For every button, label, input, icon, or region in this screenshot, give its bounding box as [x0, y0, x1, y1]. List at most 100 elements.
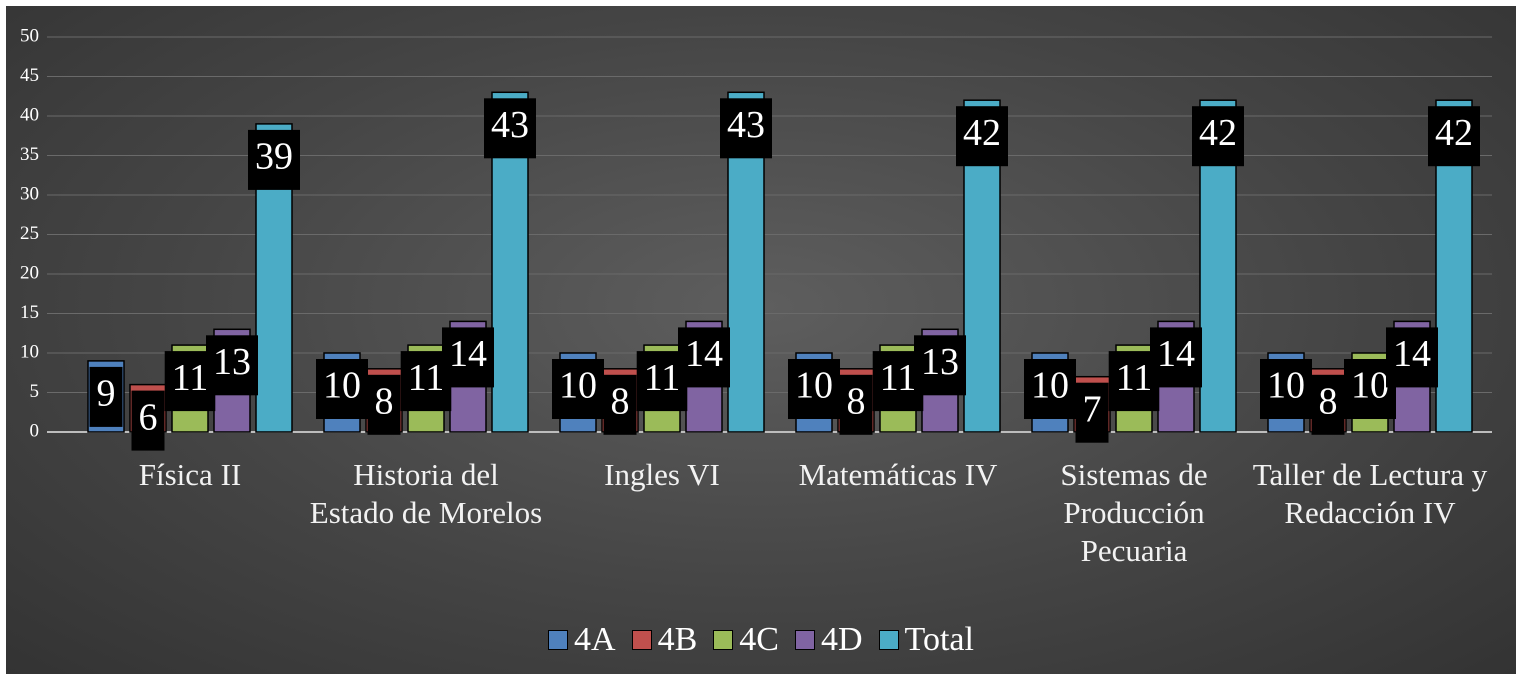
chart: 0 5 10 15 20 25 30 35 40 45 50 9 6 11 13 39 10 8 11 14 43 10 8…: [6, 6, 1516, 674]
data-label-box: [367, 374, 401, 435]
data-label: 14: [1386, 327, 1438, 388]
data-label-text: 11: [172, 357, 209, 399]
data-label-text: 10: [559, 365, 597, 407]
data-label-box: [914, 335, 966, 396]
legend-item: 4B: [631, 621, 698, 659]
y-tick-label: 25: [20, 223, 39, 244]
data-label-text: 10: [795, 365, 833, 407]
data-label: 43: [720, 98, 772, 159]
y-tick-label: 10: [20, 341, 39, 362]
data-label-text: 10: [1031, 365, 1069, 407]
legend-item: Total: [878, 621, 974, 659]
data-label-box: [839, 374, 873, 435]
data-label-text: 39: [255, 136, 293, 178]
data-label-box: [720, 98, 772, 159]
x-tick-label: Sistemas de Producción Pecuaria: [1060, 457, 1208, 568]
data-label-box: [1150, 327, 1202, 388]
legend-label: Total: [904, 621, 974, 658]
data-label-box: [1024, 359, 1076, 419]
data-label: 14: [1150, 327, 1202, 388]
data-label-text: 42: [963, 112, 1001, 154]
data-label-text: 14: [685, 333, 723, 375]
data-label: 10: [1024, 359, 1076, 419]
data-label-text: 9: [97, 373, 116, 415]
y-tick-label: 40: [20, 104, 39, 125]
y-tick-label: 20: [20, 262, 39, 283]
data-label: 8: [1311, 374, 1345, 435]
data-label-box: [206, 335, 258, 396]
data-label-text: 13: [213, 341, 251, 383]
data-label-text: 8: [375, 381, 394, 423]
legend-swatch: [548, 630, 569, 650]
data-label: 42: [956, 106, 1008, 167]
y-tick-label: 15: [20, 302, 39, 323]
data-label: 8: [839, 374, 873, 435]
data-label-box: [788, 359, 840, 419]
y-tick-label: 50: [20, 25, 39, 46]
data-label-text: 14: [1157, 333, 1195, 375]
data-label: 8: [367, 374, 401, 435]
y-tick-label: 45: [20, 65, 39, 86]
data-label: 42: [1192, 106, 1244, 167]
data-label-box: [1386, 327, 1438, 388]
data-label-text: 11: [644, 357, 681, 399]
y-tick-label: 5: [30, 381, 40, 402]
legend-swatch: [631, 630, 652, 650]
data-label-text: 8: [847, 381, 866, 423]
legend-item: 4A: [548, 621, 616, 659]
data-label: 8: [603, 374, 637, 435]
x-tick-label: Física II: [138, 457, 242, 492]
data-label-text: 13: [921, 341, 959, 383]
data-label-box: [1192, 106, 1244, 167]
x-tick-label: Ingles VI: [604, 457, 720, 492]
legend-swatch: [713, 630, 734, 650]
x-tick-label: Taller de Lectura y Redacción IV: [1252, 457, 1488, 530]
data-label-box: [603, 374, 637, 435]
legend: 4A 4B 4C 4D Total: [6, 621, 1516, 659]
data-label-box: [442, 327, 494, 388]
y-tick-label: 30: [20, 183, 39, 204]
data-label: 10: [552, 359, 604, 419]
legend-item: 4C: [713, 621, 779, 659]
data-label-box: [89, 366, 123, 427]
data-label-text: 42: [1435, 112, 1473, 154]
data-label: 10: [1260, 359, 1312, 419]
data-label-text: 43: [727, 104, 765, 146]
data-label-text: 6: [139, 396, 158, 438]
data-label-text: 7: [1083, 388, 1102, 430]
data-label-box: [1311, 374, 1345, 435]
data-label-text: 11: [880, 357, 917, 399]
data-label: 9: [89, 366, 123, 427]
data-label: 14: [678, 327, 730, 388]
data-label-box: [678, 327, 730, 388]
data-label-box: [552, 359, 604, 419]
data-label-box: [248, 129, 300, 190]
x-tick-label: Matemáticas IV: [798, 457, 998, 492]
data-label-text: 10: [1267, 365, 1305, 407]
legend-swatch: [878, 630, 899, 650]
data-label-text: 43: [491, 104, 529, 146]
data-label-text: 8: [1319, 381, 1338, 423]
y-tick-label: 35: [20, 144, 39, 165]
legend-label: 4D: [820, 621, 863, 658]
legend-label: 4C: [739, 621, 779, 658]
data-label-text: 42: [1199, 112, 1237, 154]
data-label-text: 10: [323, 365, 361, 407]
legend-label: 4B: [657, 621, 698, 658]
data-label: 10: [788, 359, 840, 419]
data-label-text: 11: [1116, 357, 1153, 399]
data-label-box: [484, 98, 536, 159]
data-label-box: [316, 359, 368, 419]
data-label-text: 10: [1351, 365, 1389, 407]
data-label-text: 11: [408, 357, 445, 399]
data-label: 43: [484, 98, 536, 159]
data-label-box: [1260, 359, 1312, 419]
x-tick-label: Historia del Estado de Morelos: [309, 457, 543, 530]
data-label-text: 8: [611, 381, 630, 423]
legend-item: 4D: [794, 621, 863, 659]
data-label: 42: [1428, 106, 1480, 167]
data-label: 6: [131, 390, 165, 451]
legend-label: 4A: [574, 621, 616, 658]
data-label: 13: [914, 335, 966, 396]
